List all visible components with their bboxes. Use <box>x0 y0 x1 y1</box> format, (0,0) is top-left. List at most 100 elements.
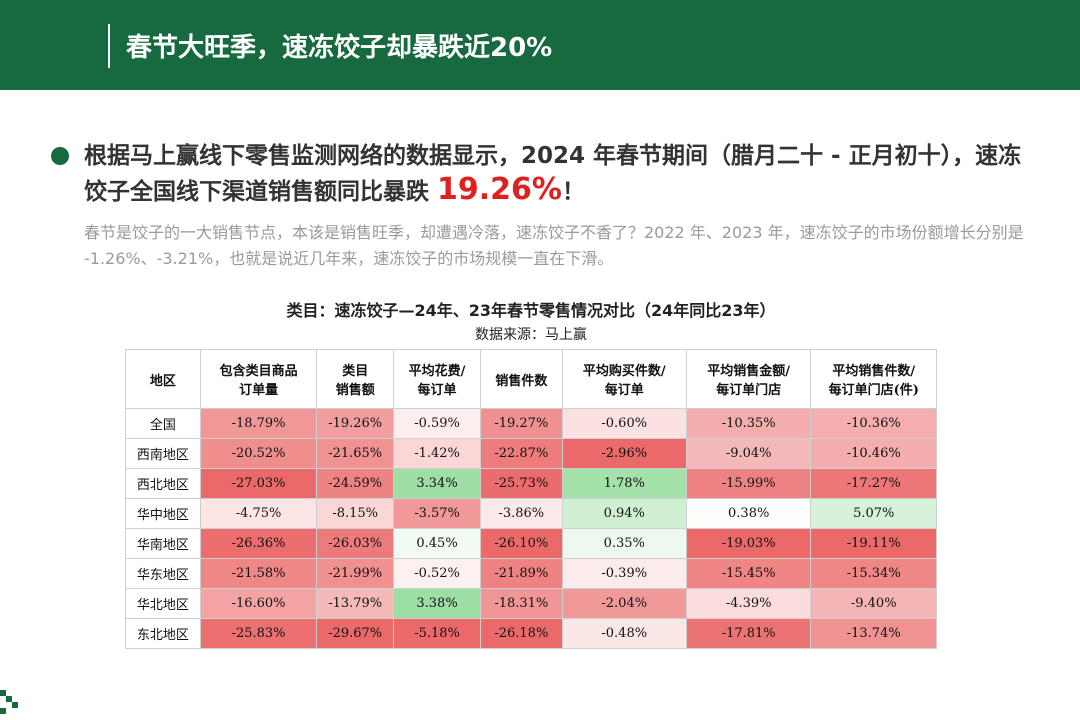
bullet-text: 根据马上赢线下零售监测网络的数据显示，2024 年春节期间（腊月二十 - 正月初… <box>84 139 1034 209</box>
table-row: 华北地区 -16.60% -13.79% 3.38% -18.31% -2.04% -4.3… <box>125 588 937 619</box>
table-cell: -24.59% <box>316 468 394 499</box>
column-header: 平均销售件数/每订单门店(件) <box>810 349 937 409</box>
table-cell: 0.35% <box>561 528 687 559</box>
table-cell: -15.34% <box>810 558 937 589</box>
table-cell: -18.79% <box>199 408 318 439</box>
table-cell: -18.31% <box>480 588 563 619</box>
column-header-line: 订单量 <box>239 383 279 398</box>
table-cell: -22.87% <box>480 438 563 469</box>
column-header-line: 包含类目商品 <box>219 364 298 379</box>
table-cell: -26.03% <box>316 528 394 559</box>
column-header: 销售件数 <box>480 349 563 409</box>
table-cell: -20.52% <box>199 438 318 469</box>
table-row: 华南地区 -26.36% -26.03% 0.45% -26.10% 0.35% -19.0… <box>125 528 937 559</box>
table-cell: -3.86% <box>480 498 563 529</box>
table-panel: 类目：速冻饺子—24年、23年春节零售情况对比（24年同比23年） 数据来源：马… <box>125 290 937 649</box>
table-cell: -0.52% <box>392 558 482 589</box>
column-header-line: 平均销售件数/ <box>832 364 916 379</box>
row-label: 全国 <box>125 408 201 439</box>
note: 春节是饺子的一大销售节点，本该是销售旺季，却遭遇冷落，速冻饺子不香了？2022 … <box>84 223 1024 268</box>
column-header-line: 平均购买件数/ <box>582 364 666 379</box>
header-row: 地区 包含类目商品 订单量 类目 销售额 平均花费/每订单 销售件数 平均购买件数/每订单 平均… <box>125 349 937 409</box>
column-header: 平均购买件数/每订单 <box>561 349 687 409</box>
column-header-line: 平均花费/ <box>408 364 466 379</box>
column-header-line: 销售件数 <box>495 373 548 389</box>
column-header: 平均销售金额/每订单门店 <box>685 349 812 409</box>
bullet-dot <box>51 147 69 165</box>
header-bar <box>108 24 110 68</box>
decor <box>6 696 12 702</box>
table-cell: -2.96% <box>561 438 687 469</box>
table-source: 数据来源：马上赢 <box>475 327 587 343</box>
header: 春节大旺季，速冻饺子却暴跌近20% <box>0 0 1080 90</box>
table-cell: -9.40% <box>810 588 937 619</box>
table-cell: -19.11% <box>810 528 937 559</box>
table-cell: -26.36% <box>199 528 318 559</box>
table-cell: -0.39% <box>561 558 687 589</box>
table-cell: -15.45% <box>685 558 812 589</box>
table-cell: -4.39% <box>685 588 812 619</box>
table-row: 西南地区 -20.52% -21.65% -1.42% -22.87% -2.96% -9.… <box>125 438 937 469</box>
table: 地区 包含类目商品 订单量 类目 销售额 平均花费/每订单 销售件数 平均购买件数/每订单 平均… <box>125 349 937 649</box>
table-cell: -10.46% <box>810 438 937 469</box>
column-header-line: 每订单门店 <box>716 383 782 398</box>
table-cell: -2.04% <box>561 588 687 619</box>
table-cell: -9.04% <box>685 438 812 469</box>
table-cell: -1.42% <box>392 438 482 469</box>
table-cell: -13.74% <box>810 618 937 649</box>
decor <box>0 690 6 696</box>
table-cell: -27.03% <box>199 468 318 499</box>
table-row: 华东地区 -21.58% -21.99% -0.52% -21.89% -0.39% -15… <box>125 558 937 589</box>
table-cell: -17.81% <box>685 618 812 649</box>
table-cell: -8.15% <box>316 498 394 529</box>
table-row: 西北地区 -27.03% -24.59% 3.34% -25.73% 1.78% -15.9… <box>125 468 937 499</box>
table-cell: 1.78% <box>561 468 687 499</box>
bullet-highlight: 19.26% <box>437 172 562 207</box>
column-header-line: 每订单 <box>417 383 457 398</box>
table-cell: 3.34% <box>392 468 482 499</box>
table-row: 全国 -18.79% -19.26% -0.59% -19.27% -0.60% -10.3… <box>125 408 937 439</box>
table-cell: -10.35% <box>685 408 812 439</box>
table-cell: -25.73% <box>480 468 563 499</box>
table-cell: -0.60% <box>561 408 687 439</box>
table-cell: -13.79% <box>316 588 394 619</box>
table-cell: -21.65% <box>316 438 394 469</box>
table-cell: -4.75% <box>199 498 318 529</box>
table-cell: 3.38% <box>392 588 482 619</box>
row-label: 东北地区 <box>125 618 201 649</box>
table-cell: -5.18% <box>392 618 482 649</box>
table-cell: -17.27% <box>810 468 937 499</box>
column-header-line: 类目 <box>342 364 369 379</box>
column-header-line: 地区 <box>149 373 176 389</box>
table-row: 华中地区 -4.75% -8.15% -3.57% -3.86% 0.94% 0.38% 5.… <box>125 498 937 529</box>
table-cell: -3.57% <box>392 498 482 529</box>
table-cell: 0.38% <box>685 498 812 529</box>
row-label: 西南地区 <box>125 438 201 469</box>
table-cell: -15.99% <box>685 468 812 499</box>
decor <box>12 702 18 708</box>
table-cell: -21.58% <box>199 558 318 589</box>
header-title: 春节大旺季，速冻饺子却暴跌近20% <box>126 33 553 63</box>
column-header-line: 每订单门店(件) <box>828 383 919 398</box>
row-label: 西北地区 <box>125 468 201 499</box>
table-cell: -29.67% <box>316 618 394 649</box>
column-header: 类目 销售额 <box>316 349 394 409</box>
column-header-line: 每订单 <box>604 383 644 398</box>
bullet-lead: 根据马上赢线下零售监测网络的数据显示，2024 年春节期间（腊月二十 - 正月初… <box>84 143 1022 205</box>
column-header-line: 平均销售金额/ <box>707 364 791 379</box>
bullet-tail: ！ <box>561 179 585 205</box>
table-title: 类目：速冻饺子—24年、23年春节零售情况对比（24年同比23年） <box>286 301 776 320</box>
table-cell: -25.83% <box>199 618 318 649</box>
column-header: 包含类目商品 订单量 <box>199 349 318 409</box>
table-cell: -16.60% <box>199 588 318 619</box>
table-cell: -0.48% <box>561 618 687 649</box>
column-header: 平均花费/每订单 <box>392 349 482 409</box>
table-row: 东北地区 -25.83% -29.67% -5.18% -26.18% -0.48% -17… <box>125 618 937 649</box>
table-cell: -21.89% <box>480 558 563 589</box>
column-header-line: 销售额 <box>335 383 375 398</box>
row-label: 华中地区 <box>125 498 201 529</box>
row-label: 华东地区 <box>125 558 201 589</box>
column-header: 地区 <box>125 349 201 409</box>
table-cell: -19.27% <box>480 408 563 439</box>
